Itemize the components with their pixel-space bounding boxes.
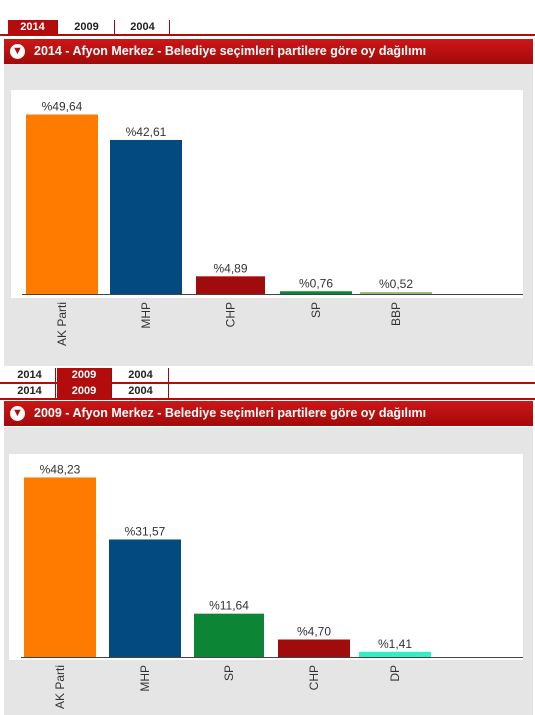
tab-2009[interactable]: 2009 [59, 20, 115, 36]
chart-panel-2014: %49,64 AK Parti %42,61 MHP %4,89 CHP %0,76 SP %0… [4, 64, 533, 366]
category-label: DP [388, 665, 402, 682]
tab-bar-underline [0, 34, 535, 36]
category-label: AK Parti [55, 302, 69, 346]
data-label: %49,64 [42, 100, 83, 114]
chart-title: 2014 - Afyon Merkez - Belediye seçimleri… [34, 44, 427, 58]
bar-mhp [110, 139, 182, 294]
data-label: %0,76 [299, 276, 333, 290]
tab-bar-2014: 2014 2009 2004 [0, 20, 535, 36]
tab-bar-2009-b: 2014 2009 2004 [0, 384, 535, 400]
category-label: AK Parti [53, 665, 67, 709]
tab-2009[interactable]: 2009 [57, 384, 112, 400]
tab-2004[interactable]: 2004 [113, 384, 169, 400]
info-icon: ▼ [10, 406, 25, 421]
bar-ak-parti [24, 477, 96, 657]
bar-ak-parti [26, 114, 98, 294]
bar-mhp [109, 539, 181, 657]
tab-bar-2009-a: 2014 2009 2004 [0, 368, 535, 384]
data-label: %1,41 [378, 637, 412, 651]
data-label: %4,70 [297, 625, 331, 639]
tab-bar-underline [0, 398, 535, 400]
bar-dp [359, 651, 431, 657]
category-label: CHP [224, 302, 238, 327]
category-label: SP [309, 302, 323, 318]
data-label: %0,52 [379, 277, 413, 291]
chart-title: 2009 - Afyon Merkez - Belediye seçimleri… [34, 406, 427, 420]
bar-chp [278, 639, 350, 657]
tab-2014[interactable]: 2014 [8, 20, 58, 36]
category-label: SP [222, 665, 236, 681]
data-label: %42,61 [126, 125, 167, 139]
tab-2004[interactable]: 2004 [113, 368, 169, 384]
bar-chart-2014: %49,64 AK Parti %42,61 MHP %4,89 CHP %0,76 SP %0… [22, 100, 523, 346]
data-label: %11,64 [209, 599, 249, 613]
tab-2014[interactable]: 2014 [4, 368, 56, 384]
category-label: CHP [307, 665, 321, 690]
data-label: %48,23 [40, 462, 81, 476]
bar-chart-2009: %48,23 AK Parti %31,57 MHP %11,64 SP %4,70 CHP%… [21, 462, 523, 709]
category-label: MHP [139, 302, 153, 329]
chart-header-2014: ▼ 2014 - Afyon Merkez - Belediye seçimle… [4, 39, 533, 64]
category-label: MHP [138, 665, 152, 692]
chart-panel-2009: %48,23 AK Parti %31,57 MHP %11,64 SP %4,70 CHP%… [4, 427, 533, 715]
tab-2014[interactable]: 2014 [4, 384, 56, 400]
data-label: %4,89 [213, 261, 247, 275]
tab-bar-underline [0, 382, 535, 384]
tab-2009[interactable]: 2009 [57, 368, 112, 384]
bar-sp [194, 613, 264, 657]
tab-2004[interactable]: 2004 [116, 20, 170, 36]
chart-header-2009: ▼ 2009 - Afyon Merkez - Belediye seçimle… [4, 401, 533, 426]
bar-chp [196, 276, 265, 294]
bar-sp [280, 291, 352, 294]
category-label: BBP [389, 302, 403, 326]
data-label: %31,57 [125, 524, 166, 538]
bar-bbp [360, 292, 432, 294]
info-icon: ▼ [10, 44, 25, 59]
